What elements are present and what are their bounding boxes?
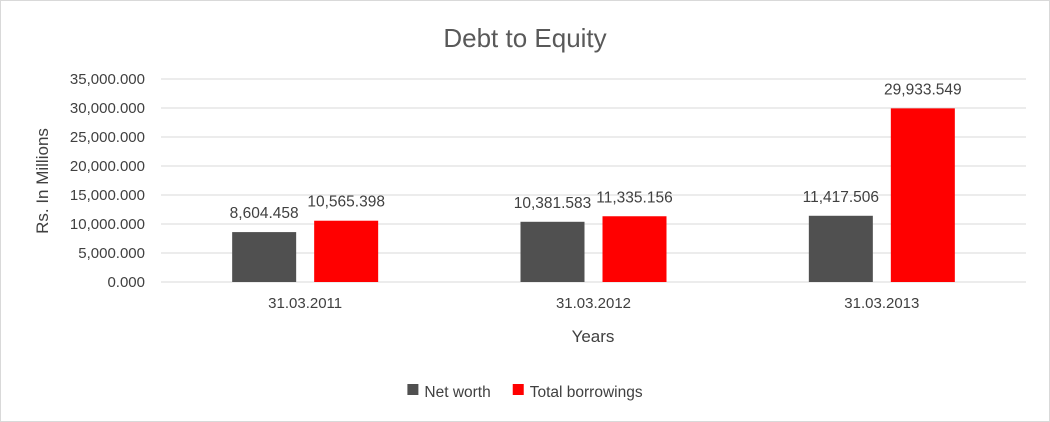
x-tick-label: 31.03.2011 [268,295,342,312]
legend-item: Total borrowings [512,384,643,401]
y-tick-label: 35,000.000 [70,71,145,88]
legend-item: Net worth [407,384,491,401]
legend-swatch [407,384,419,395]
data-label: 11,335.156 [596,189,672,206]
data-label: 8,604.458 [230,205,299,222]
legend-label: Total borrowings [530,384,643,401]
x-tick-label: 31.03.2012 [556,295,631,312]
data-label: 10,381.583 [514,195,592,212]
y-tick-label: 15,000.000 [70,187,145,204]
y-tick-label: 30,000.000 [70,100,145,117]
y-tick-label: 10,000.000 [70,216,145,233]
y-tick-label: 20,000.000 [70,158,145,175]
data-labels: 8,604.458 10,565.398 10,381.583 11,335.156 1… [230,81,962,222]
x-tick-label: 31.03.2013 [844,295,919,312]
bar-total-borrowings [314,220,379,282]
x-axis-title: Years [572,327,615,346]
y-tick-label: 5,000.000 [78,245,145,262]
x-axis-ticks: 31.03.2011 31.03.2012 31.03.2013 [268,295,919,312]
data-label: 11,417.506 [803,189,879,206]
bars [232,108,955,283]
y-tick-label: 25,000.000 [70,129,145,146]
y-axis-title: Rs. In Millions [33,128,52,234]
legend-swatch [512,384,524,395]
bar-total-borrowings [602,216,667,282]
y-tick-label: 0.000 [107,274,145,291]
y-axis-ticks: 0.000 5,000.000 10,000.000 15,000.000 20,000… [70,71,145,291]
bar-net-worth [808,215,873,282]
data-label: 10,565.398 [307,194,385,211]
data-label: 29,933.549 [884,81,962,98]
bar-net-worth [520,221,585,282]
bar-net-worth [232,232,297,282]
gridlines [161,78,1026,283]
legend: Net worth Total borrowings [407,384,643,401]
bar-total-borrowings [890,108,955,283]
legend-label: Net worth [424,384,490,401]
chart-title: Debt to Equity [443,23,606,53]
